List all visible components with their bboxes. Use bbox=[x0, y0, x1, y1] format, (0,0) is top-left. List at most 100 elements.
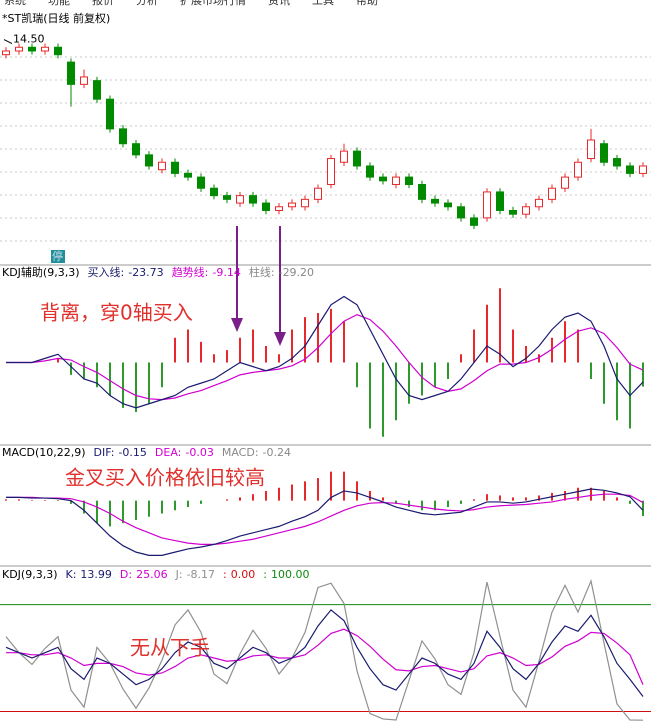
candle-body bbox=[132, 143, 140, 156]
candle-body bbox=[496, 191, 504, 211]
header-text: J: bbox=[175, 568, 183, 581]
candle-body bbox=[171, 161, 179, 174]
halt-marker: 停 bbox=[52, 249, 63, 263]
annotation: 无从下手 bbox=[130, 636, 210, 660]
candle-body bbox=[418, 184, 426, 200]
candle-body bbox=[80, 76, 88, 85]
header-text: DEA: bbox=[155, 446, 181, 459]
header-text: 柱线: bbox=[249, 265, 275, 279]
candle-body bbox=[561, 176, 569, 189]
candle-body bbox=[158, 161, 166, 171]
candle-body bbox=[522, 206, 530, 215]
indicator-line bbox=[5, 579, 644, 721]
indicator-line bbox=[6, 313, 644, 401]
candle-body bbox=[470, 217, 478, 226]
header-text: -29.20 bbox=[279, 266, 314, 279]
candle-body bbox=[119, 128, 127, 145]
indicator-line bbox=[6, 488, 644, 556]
candle-body bbox=[392, 176, 400, 186]
header-text: 趋势线: bbox=[172, 265, 209, 279]
candle-body bbox=[340, 150, 348, 163]
header-text: MACD(10,22,9) bbox=[2, 446, 86, 459]
header-text: -0.24 bbox=[263, 446, 291, 459]
candle-body bbox=[483, 191, 491, 219]
indicator-line bbox=[6, 493, 644, 545]
candle-body bbox=[197, 176, 205, 189]
header-text: 13.99 bbox=[80, 568, 112, 581]
header-text: KDJ(9,3,3) bbox=[2, 568, 58, 581]
candle-body bbox=[54, 46, 62, 56]
candle-body bbox=[184, 172, 192, 178]
high-marker-line bbox=[3, 39, 13, 44]
annotation: 背离，穿0轴买入 bbox=[40, 301, 193, 325]
header-text: 0.00 bbox=[231, 568, 256, 581]
candle-body bbox=[431, 198, 439, 204]
header-text: 买入线: bbox=[88, 265, 125, 279]
high-marker-label: 14.50 bbox=[13, 33, 45, 46]
candle-body bbox=[587, 139, 595, 160]
menu-item: 帮助 bbox=[356, 0, 378, 7]
candle-body bbox=[457, 206, 465, 219]
candle-body bbox=[301, 198, 309, 208]
candle-body bbox=[275, 206, 283, 211]
header-text: MACD: bbox=[222, 446, 259, 459]
candle-body bbox=[366, 165, 374, 178]
candle-body bbox=[288, 202, 296, 208]
candle-body bbox=[210, 187, 218, 197]
candle-body bbox=[67, 61, 75, 85]
candle-body bbox=[379, 176, 387, 182]
candle-body bbox=[314, 187, 322, 200]
candle-body bbox=[639, 165, 647, 174]
header-text: *ST凯瑞(日线 前复权) bbox=[2, 11, 110, 25]
candle-body bbox=[93, 80, 101, 100]
candle-body bbox=[353, 150, 361, 167]
panel-dividers bbox=[0, 264, 651, 567]
header-text: D: bbox=[120, 568, 132, 581]
header-text: -8.17 bbox=[187, 568, 215, 581]
indicator-line bbox=[6, 295, 644, 409]
header-text: -0.15 bbox=[118, 446, 146, 459]
candle-body bbox=[405, 176, 413, 186]
candle-body bbox=[28, 46, 36, 52]
header-text: -23.73 bbox=[128, 266, 163, 279]
candle-body bbox=[249, 195, 257, 204]
candle-body bbox=[574, 161, 582, 178]
header-text: 25.06 bbox=[136, 568, 168, 581]
indicator-line bbox=[6, 628, 644, 685]
menu-item: 功能 bbox=[48, 0, 70, 7]
candle-body bbox=[15, 46, 23, 52]
header-text: KDJ辅助(9,3,3) bbox=[2, 265, 80, 279]
menu-item: 分析 bbox=[136, 0, 158, 7]
candle-body bbox=[444, 202, 452, 208]
header-text: DIF: bbox=[94, 446, 115, 459]
candle-body bbox=[535, 198, 543, 208]
halt-box bbox=[51, 250, 65, 263]
candle-body bbox=[2, 50, 10, 56]
header-text: : bbox=[223, 568, 227, 581]
header-text: -9.14 bbox=[212, 266, 240, 279]
candle-body bbox=[613, 158, 621, 167]
candle-body bbox=[262, 202, 270, 211]
annotation-arrows bbox=[231, 226, 286, 346]
menu-item: 资讯 bbox=[268, 0, 290, 7]
indicator-line bbox=[5, 609, 644, 697]
header-text: -0.03 bbox=[185, 446, 213, 459]
menu-item: 扩展市场行情 bbox=[180, 0, 246, 7]
candle-body bbox=[236, 195, 244, 204]
price-grid bbox=[0, 56, 651, 242]
menu-item: 报价 bbox=[92, 0, 114, 7]
annotation: 金叉买入价格依旧较高 bbox=[65, 466, 265, 490]
header-text: : bbox=[263, 568, 267, 581]
menu-item: 系统 bbox=[4, 0, 26, 7]
candle-body bbox=[600, 143, 608, 163]
candle-body bbox=[548, 187, 556, 200]
header-text: 100.00 bbox=[271, 568, 310, 581]
header-text: K: bbox=[66, 568, 77, 581]
candle-body bbox=[145, 154, 153, 167]
candle-body bbox=[106, 98, 114, 130]
candle-body bbox=[327, 158, 335, 186]
candle-body bbox=[223, 195, 231, 200]
candle-body bbox=[626, 165, 634, 174]
